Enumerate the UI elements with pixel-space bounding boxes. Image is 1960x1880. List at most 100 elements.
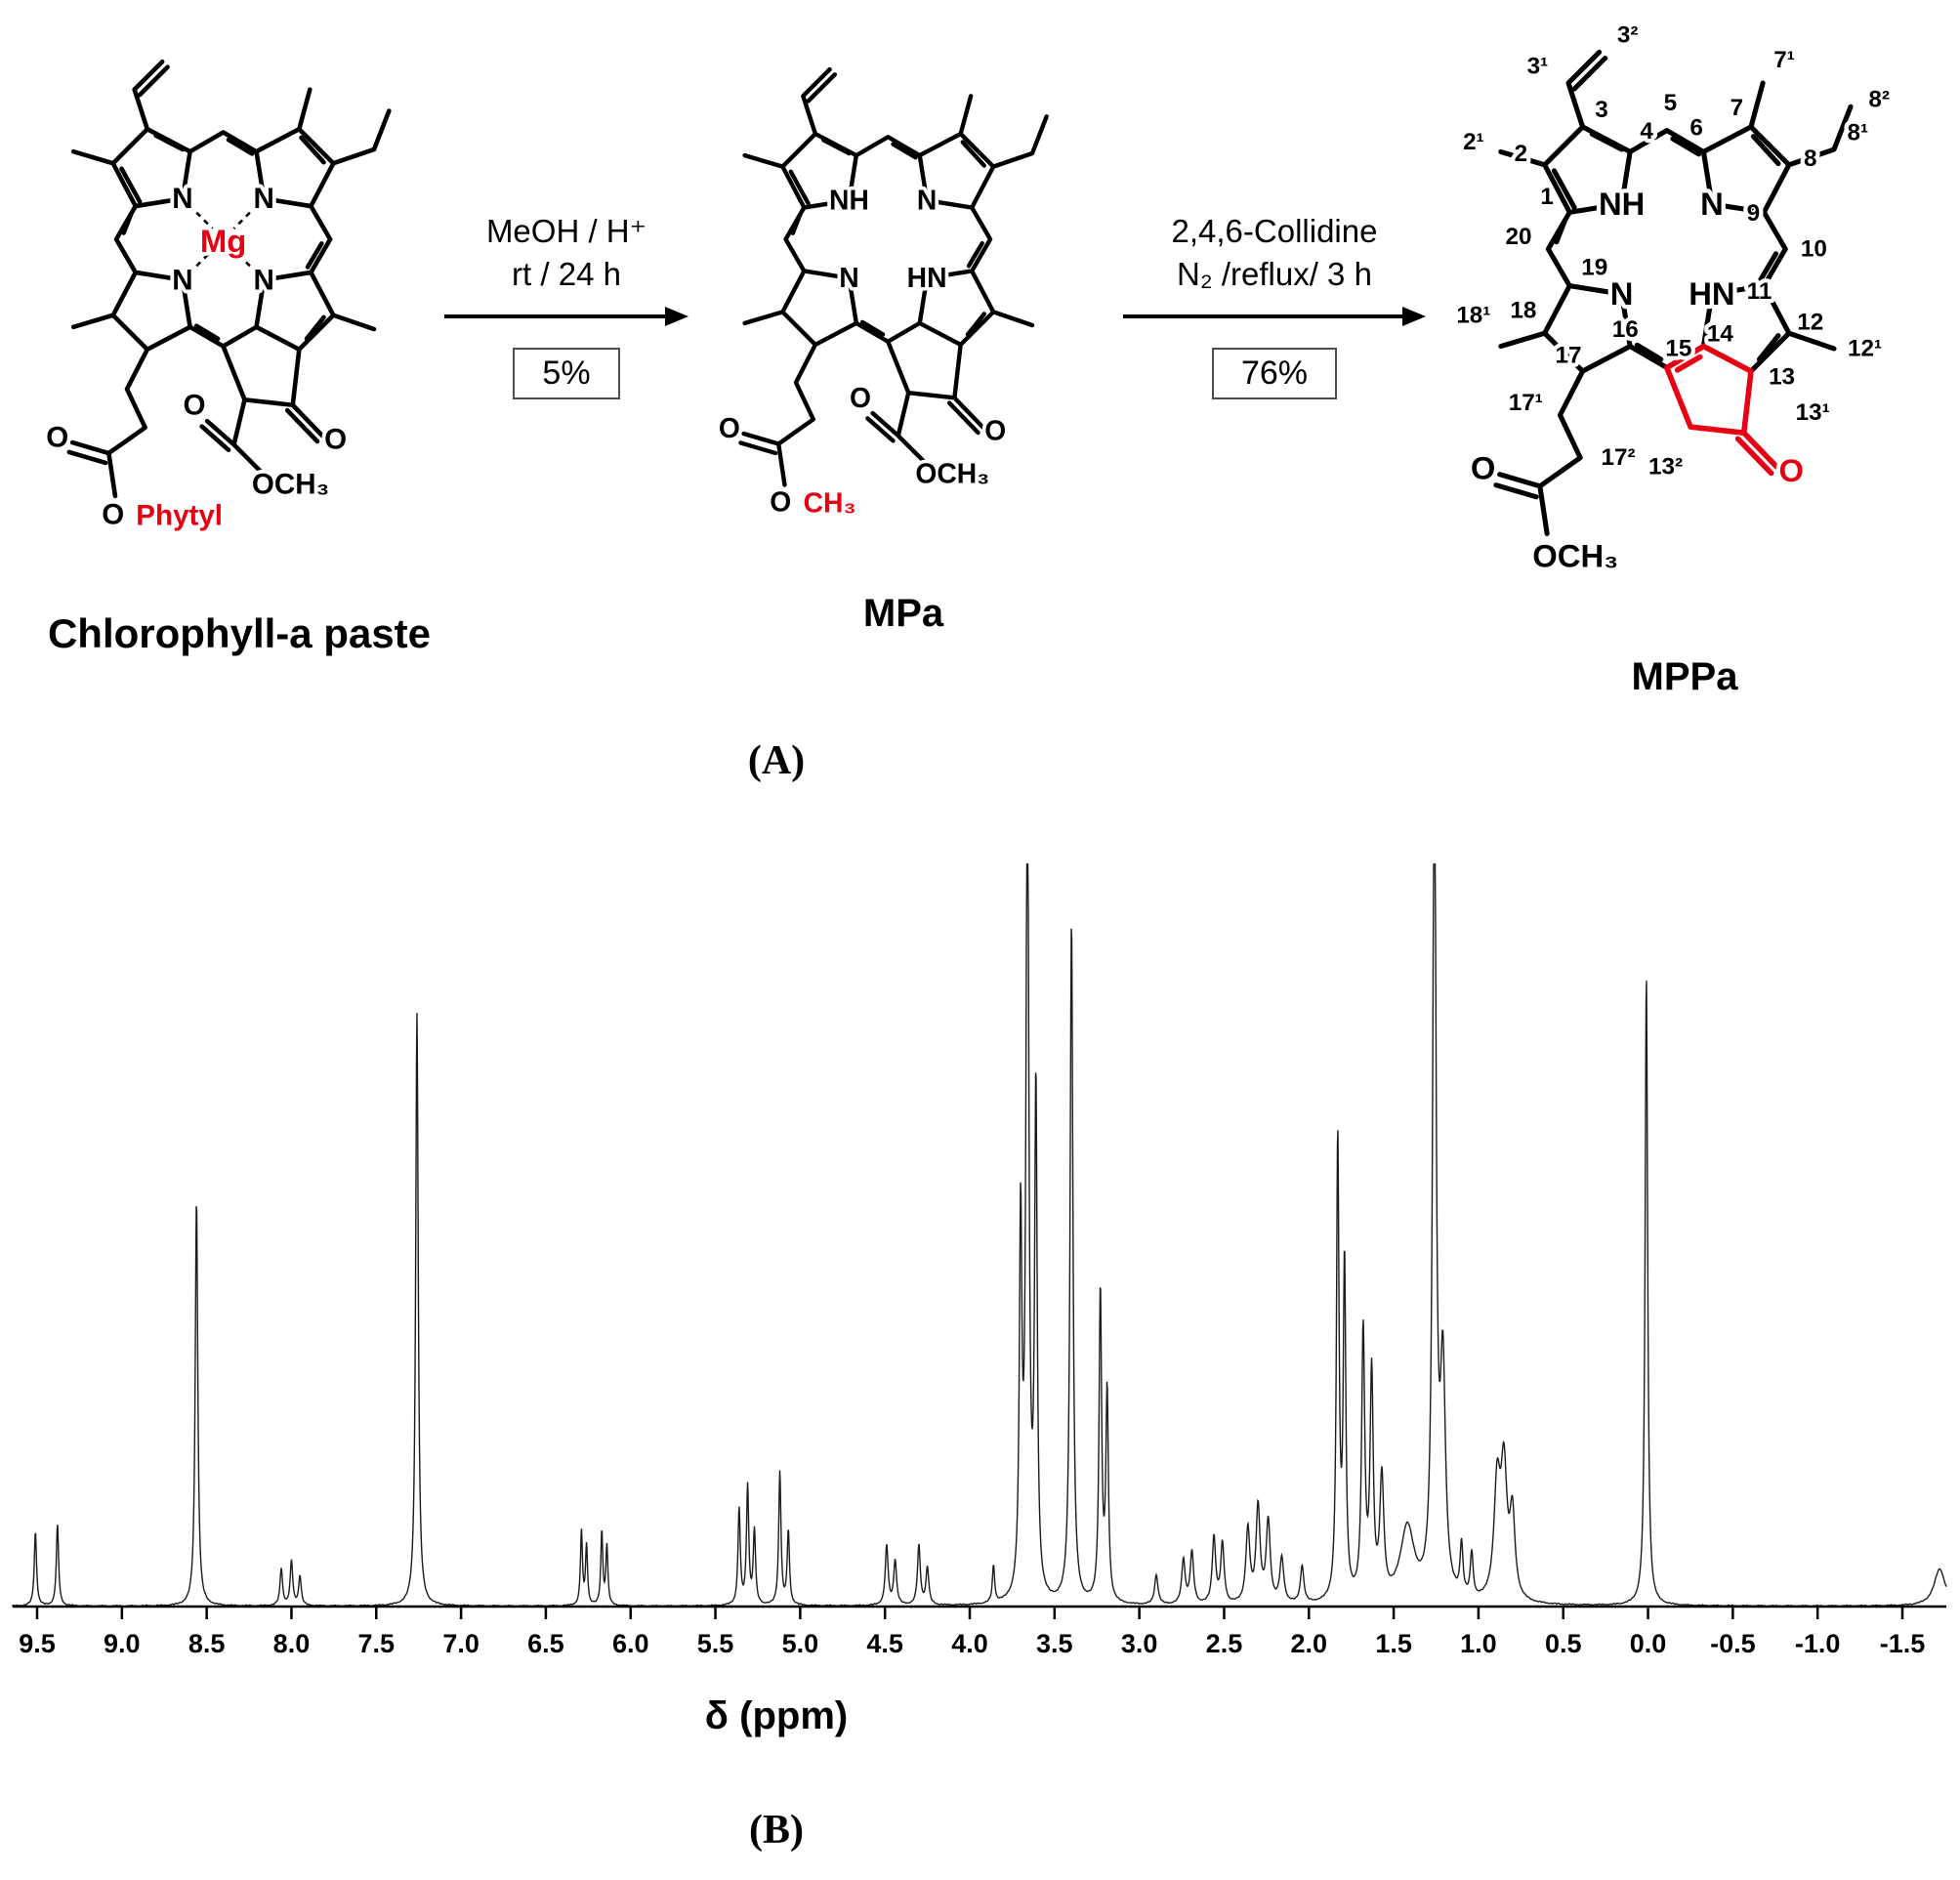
atom-label: 14 bbox=[1707, 321, 1733, 348]
atom-label: O bbox=[1471, 450, 1496, 486]
atom-label: 13² bbox=[1648, 454, 1683, 480]
yield-badge-1: 5% bbox=[513, 348, 620, 400]
atom-label: 10 bbox=[1801, 235, 1827, 262]
reaction-arrow-1 bbox=[444, 307, 688, 327]
atom-label: 13¹ bbox=[1796, 399, 1830, 426]
atom-label: NH bbox=[1599, 186, 1645, 222]
condition-line-2: N₂ /reflux/ 3 h bbox=[1177, 255, 1372, 292]
atom-label: OCH₃ bbox=[915, 457, 989, 488]
atom-label: 7¹ bbox=[1773, 47, 1795, 73]
macrocycle-bonds bbox=[738, 66, 1049, 487]
atom-label: 2 bbox=[1515, 141, 1528, 167]
highlighted-exocyclic-ring-e bbox=[1663, 343, 1780, 471]
structure-caption: Chlorophyll-a paste bbox=[47, 610, 432, 657]
atom-label: 13 bbox=[1769, 363, 1795, 390]
panel-a-label: (A) bbox=[747, 738, 806, 783]
atom-label: HN bbox=[1689, 275, 1734, 312]
atom-label: N bbox=[172, 183, 192, 215]
axis-tick-label: 2.5 bbox=[1206, 1629, 1243, 1658]
axis-tick-label: 0.0 bbox=[1630, 1629, 1667, 1658]
macrocycle-bonds bbox=[66, 59, 392, 499]
axis-tick-label: 4.0 bbox=[951, 1629, 988, 1658]
atom-label: N bbox=[254, 264, 274, 296]
structure-caption: MPa bbox=[862, 591, 944, 635]
mppa-structure-drawing: NH NHNNOOCH₃O122¹33¹3²45677¹88¹8²91011121… bbox=[1452, 18, 1894, 577]
atom-label: 11 bbox=[1747, 278, 1772, 305]
reaction-step-2: 2,4,6-Collidine N₂ /reflux/ 3 h 76% bbox=[1123, 210, 1426, 400]
reaction-scheme-panel: N N N N Mg O O Phytyl O OCH₃ O Chlorophyll-a paste… bbox=[0, 0, 1960, 728]
atom-label: 12 bbox=[1797, 310, 1823, 336]
atom-labels: NH NHNNOOCH₃O122¹33¹3²45677¹88¹8²91011121… bbox=[1452, 18, 1894, 577]
atom-label: N bbox=[254, 183, 274, 215]
atom-label: 3¹ bbox=[1527, 53, 1549, 79]
atom-label: 17² bbox=[1601, 444, 1635, 471]
axis-tick-label: 7.5 bbox=[357, 1629, 395, 1658]
axis-tick-label: 4.5 bbox=[866, 1629, 903, 1658]
atom-label: 19 bbox=[1581, 255, 1607, 281]
axis-tick-label: 8.5 bbox=[188, 1629, 226, 1658]
atom-label: 1 bbox=[1540, 184, 1554, 210]
reaction-step-1: MeOH / H⁺ rt / 24 h 5% bbox=[444, 210, 688, 400]
panel-b-label: (B) bbox=[749, 1808, 804, 1853]
atom-label: 16 bbox=[1612, 316, 1639, 343]
axis-tick-label: 1.0 bbox=[1460, 1629, 1497, 1658]
reagent-line-1: MeOH / H⁺ bbox=[485, 213, 647, 249]
atom-label: O bbox=[184, 390, 206, 422]
atom-label: 18 bbox=[1510, 297, 1536, 323]
atom-label: O bbox=[850, 382, 871, 413]
atom-label: 9 bbox=[1747, 200, 1761, 227]
atom-labels: N N N NMg O O Phytyl O OCH₃ O bbox=[42, 179, 350, 535]
nmr-trace bbox=[12, 862, 1947, 1608]
structure-mppa: NH N HN N O OCH₃ O 1 2 2¹ 3 3¹ 3² 4 5 6 7 7¹ 8 8¹ 8² 9 10 11 12 1… bbox=[1436, 0, 1934, 699]
atom-label: 18¹ bbox=[1456, 302, 1490, 328]
reaction-arrow-2 bbox=[1123, 307, 1426, 327]
atom-label: 17 bbox=[1556, 343, 1582, 369]
axis-tick-label: 7.0 bbox=[442, 1629, 480, 1658]
atom-label: O bbox=[46, 421, 68, 453]
atom-label: OCH₃ bbox=[252, 469, 329, 501]
atom-label: 7 bbox=[1731, 95, 1744, 121]
atom-label: O bbox=[1779, 452, 1805, 488]
reagent-line-2: 2,4,6-Collidine bbox=[1171, 213, 1378, 249]
atom-label: N bbox=[839, 262, 858, 293]
axis-tick-label: 5.0 bbox=[782, 1629, 819, 1658]
axis-tick-label: 5.5 bbox=[697, 1629, 734, 1658]
arrowhead bbox=[665, 307, 688, 327]
atom-label: 8¹ bbox=[1847, 119, 1868, 146]
atom-label: HN bbox=[907, 262, 947, 293]
axis-tick-label: 1.5 bbox=[1375, 1629, 1412, 1658]
axis-tick-label: 0.5 bbox=[1545, 1629, 1582, 1658]
atom-label: 15 bbox=[1665, 335, 1691, 361]
structure-mpa: NH N HN N O O CH₃ O OCH₃ O MPa bbox=[688, 24, 1118, 636]
macrocycle-bonds bbox=[1493, 49, 1854, 536]
nmr-spectrum-panel: 9.5 9.0 8.5 8.0 7.5 7.0 6.5 6.0 5.5 5.0 4.5 4.0 3.5 3… bbox=[8, 825, 1951, 1690]
exocyclic-ring-e bbox=[204, 344, 325, 478]
atom-label: O bbox=[324, 424, 347, 456]
axis-tick-label: 8.0 bbox=[273, 1629, 311, 1658]
axis-tick-label: 6.5 bbox=[527, 1629, 564, 1658]
condition-line-1: rt / 24 h bbox=[512, 255, 621, 292]
atom-label: 3² bbox=[1617, 22, 1639, 49]
x-axis-title: δ (ppm) bbox=[704, 1694, 849, 1737]
yield-badge-2: 76% bbox=[1211, 348, 1338, 400]
atom-label: 6 bbox=[1689, 114, 1703, 141]
axis-tick-label: -1.0 bbox=[1795, 1629, 1841, 1658]
atom-label: N bbox=[172, 264, 192, 296]
atom-label: N bbox=[917, 185, 937, 216]
atom-label: O bbox=[102, 498, 124, 530]
atom-label: 8² bbox=[1868, 86, 1890, 112]
atom-label: 5 bbox=[1664, 90, 1678, 116]
atom-label: 12¹ bbox=[1848, 335, 1882, 361]
axis-tick-label: -1.5 bbox=[1880, 1629, 1926, 1658]
atom-label: 4 bbox=[1640, 118, 1653, 145]
axis-tick-label: 2.0 bbox=[1290, 1629, 1327, 1658]
atom-label: 20 bbox=[1506, 224, 1532, 250]
axis-tick-label: 3.0 bbox=[1121, 1629, 1158, 1658]
atom-label: O bbox=[770, 486, 791, 518]
atom-label: NH bbox=[829, 185, 869, 216]
atom-label: O bbox=[719, 412, 740, 443]
atom-label: Phytyl bbox=[136, 499, 223, 531]
